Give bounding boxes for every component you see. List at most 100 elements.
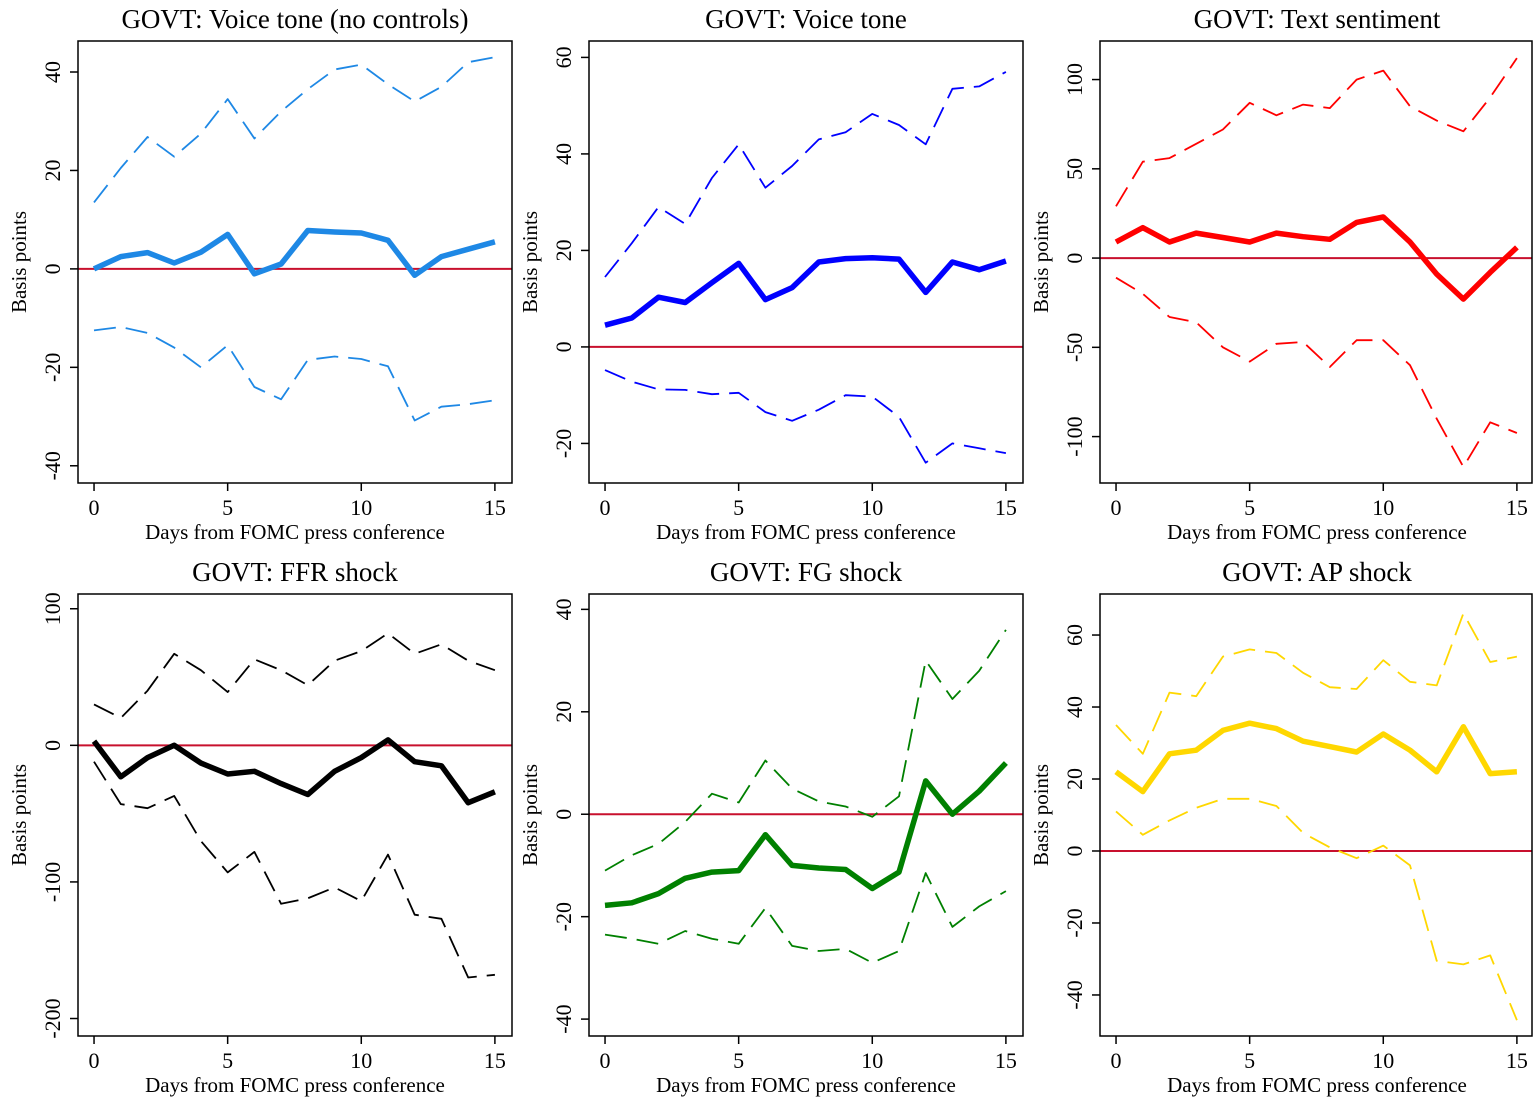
confidence-band-line	[93, 56, 496, 203]
x-tick-label: 15	[484, 1048, 506, 1073]
x-axis-label: Days from FOMC press conference	[1167, 520, 1467, 544]
x-tick-label: 15	[1506, 495, 1528, 520]
x-tick-label: 5	[1244, 495, 1255, 520]
x-tick-label: 0	[1111, 495, 1122, 520]
y-tick-label: -40	[551, 1004, 576, 1033]
y-axis-label: Basis points	[7, 764, 31, 866]
y-tick-label: -20	[551, 429, 576, 458]
x-tick-label: 5	[222, 495, 233, 520]
plot-frame	[588, 593, 1024, 1037]
estimate-line	[91, 737, 496, 806]
y-tick-label: 0	[40, 263, 65, 274]
panel-title: GOVT: Voice tone (no controls)	[121, 4, 468, 34]
y-tick-label: 40	[551, 143, 576, 165]
x-axis-label: Days from FOMC press conference	[1167, 1073, 1467, 1097]
x-tick-label: 0	[600, 1048, 611, 1073]
y-axis-label: Basis points	[518, 764, 542, 866]
y-tick-label: 100	[40, 592, 65, 625]
y-axis-label: Basis points	[1029, 764, 1053, 866]
x-tick-label: 15	[484, 495, 506, 520]
y-tick-label: 0	[40, 740, 65, 751]
y-tick-label: 60	[1062, 624, 1087, 646]
confidence-band-line	[93, 326, 496, 422]
x-tick-label: 5	[222, 1048, 233, 1073]
y-tick-label: -40	[1062, 980, 1087, 1009]
y-tick-label: 0	[551, 809, 576, 820]
y-tick-label: -20	[40, 353, 65, 382]
confidence-band-line	[1115, 797, 1518, 1021]
y-tick-label: -20	[551, 902, 576, 931]
estimate-line	[92, 227, 496, 279]
panel-title: GOVT: Voice tone	[705, 4, 907, 34]
x-tick-label: 10	[350, 1048, 372, 1073]
confidence-band-line	[604, 71, 1007, 278]
y-axis-label: Basis points	[518, 211, 542, 313]
x-tick-label: 15	[995, 1048, 1017, 1073]
x-axis-label: Days from FOMC press conference	[656, 1073, 956, 1097]
confidence-band-line	[1115, 612, 1518, 755]
estimate-line	[1114, 214, 1519, 302]
panel: GOVT: Text sentiment Days from FOMC press…	[1029, 4, 1533, 544]
y-tick-label: 20	[551, 701, 576, 723]
confidence-band-line	[1115, 276, 1518, 468]
estimate-line	[1114, 720, 1518, 795]
confidence-band-line	[604, 872, 1007, 964]
y-tick-label: 0	[551, 341, 576, 352]
panel-title: GOVT: AP shock	[1222, 557, 1412, 587]
x-tick-label: 5	[733, 495, 744, 520]
confidence-band-line	[93, 632, 496, 719]
plot-frame	[588, 40, 1024, 484]
panel: GOVT: FFR shock Days from FOMC press conf…	[7, 557, 513, 1097]
panel-title: GOVT: FFR shock	[192, 557, 398, 587]
y-tick-label: 20	[551, 239, 576, 261]
x-axis-label: Days from FOMC press conference	[145, 1073, 445, 1097]
y-tick-label: -20	[1062, 908, 1087, 937]
panel: GOVT: FG shock Days from FOMC press confe…	[518, 557, 1024, 1097]
y-tick-label: -40	[40, 451, 65, 480]
panel: GOVT: AP shock Days from FOMC press confe…	[1029, 557, 1533, 1097]
estimate-line	[604, 761, 1008, 909]
y-axis-label: Basis points	[1029, 211, 1053, 313]
y-tick-label: 0	[1062, 253, 1087, 264]
y-tick-label: 0	[1062, 845, 1087, 856]
x-tick-label: 0	[89, 495, 100, 520]
confidence-band-line	[604, 369, 1007, 464]
confidence-band-line	[604, 629, 1007, 872]
x-tick-label: 5	[1244, 1048, 1255, 1073]
x-tick-label: 15	[1506, 1048, 1528, 1073]
panel: GOVT: Voice tone Days from FOMC press con…	[518, 4, 1024, 544]
confidence-band-line	[93, 761, 495, 979]
plot-frame	[77, 40, 513, 484]
panel-title: GOVT: FG shock	[710, 557, 903, 587]
y-tick-label: -100	[1062, 416, 1087, 456]
x-axis-label: Days from FOMC press conference	[656, 520, 956, 544]
panel-title: GOVT: Text sentiment	[1194, 4, 1441, 34]
x-axis-label: Days from FOMC press conference	[145, 520, 445, 544]
x-tick-label: 15	[995, 495, 1017, 520]
x-tick-label: 5	[733, 1048, 744, 1073]
y-tick-label: -50	[1062, 333, 1087, 362]
y-tick-label: 20	[40, 159, 65, 181]
y-tick-label: 100	[1062, 63, 1087, 96]
plot-frame	[1099, 40, 1533, 484]
x-tick-label: 10	[350, 495, 372, 520]
panel: GOVT: Voice tone (no controls) Days from …	[7, 4, 513, 544]
plot-frame	[1099, 593, 1533, 1037]
y-tick-label: 20	[1062, 768, 1087, 790]
x-tick-label: 10	[1372, 1048, 1394, 1073]
x-tick-label: 0	[600, 495, 611, 520]
y-tick-label: 40	[40, 61, 65, 83]
x-tick-label: 0	[1111, 1048, 1122, 1073]
plot-frame	[77, 593, 513, 1037]
y-tick-label: 40	[551, 598, 576, 620]
x-tick-label: 10	[861, 495, 883, 520]
y-tick-label: 50	[1062, 158, 1087, 180]
y-tick-label: -200	[40, 998, 65, 1038]
y-tick-label: 40	[1062, 696, 1087, 718]
x-tick-label: 10	[1372, 495, 1394, 520]
confidence-band-line	[1115, 57, 1518, 207]
x-tick-label: 10	[861, 1048, 883, 1073]
y-axis-label: Basis points	[7, 211, 31, 313]
estimate-line	[604, 254, 1007, 328]
